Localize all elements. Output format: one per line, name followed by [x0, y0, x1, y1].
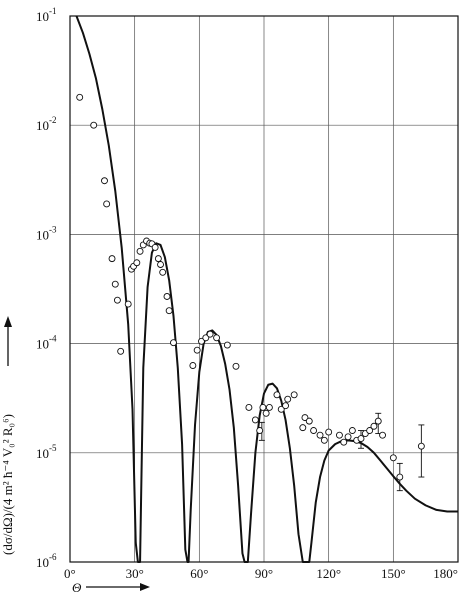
y-tick-base: 10: [36, 446, 49, 461]
data-point: [370, 422, 378, 430]
data-point: [366, 427, 374, 434]
x-tick-label: 0°: [64, 566, 76, 581]
data-point: [193, 346, 201, 354]
data-point: [251, 416, 259, 424]
y-tick-label: 10-6: [36, 552, 57, 570]
data-point: [340, 438, 348, 446]
data-point: [103, 200, 111, 208]
y-tick-base: 10: [36, 227, 49, 242]
x-axis-arrow-head: [140, 583, 150, 591]
data-point: [124, 300, 132, 308]
data-point: [90, 121, 98, 129]
x-tick-label: 150°: [381, 566, 406, 581]
data-point: [189, 362, 197, 369]
y-tick-exponent: -5: [49, 443, 57, 453]
data-point: [76, 93, 84, 101]
data-point: [108, 255, 116, 263]
y-tick-label: 10-1: [36, 6, 57, 24]
data-point: [265, 404, 273, 411]
data-point: [284, 395, 292, 403]
data-point: [389, 454, 397, 462]
data-point: [133, 259, 141, 267]
data-point: [282, 402, 290, 410]
data-point: [335, 431, 343, 439]
data-point: [310, 427, 318, 434]
data-point: [170, 339, 177, 347]
data-point: [245, 404, 253, 411]
y-tick-label: 10-5: [36, 443, 57, 461]
plot-frame: [69, 15, 459, 563]
data-point: [213, 334, 221, 342]
y-tick-base: 10: [36, 118, 49, 133]
y-tick-exponent: -2: [49, 115, 57, 125]
data-point: [232, 362, 240, 370]
y-tick-exponent: -4: [49, 334, 57, 344]
data-point: [301, 414, 309, 422]
data-point: [206, 330, 214, 338]
x-tick-label: 30°: [126, 566, 144, 581]
y-tick-labels: 10-610-510-410-310-210-1: [36, 6, 57, 570]
data-point: [290, 391, 298, 399]
data-point: [348, 427, 356, 434]
y-tick-base: 10: [36, 337, 49, 352]
x-tick-label: 120°: [316, 566, 341, 581]
y-axis-label: (dσ/dΩ)/(4 m² ħ⁻⁴ V₀² R₀⁶): [0, 316, 15, 555]
data-point: [157, 261, 164, 268]
y-tick-label: 10-4: [36, 334, 57, 352]
x-axis-label: Θ: [72, 580, 150, 593]
data-point: [154, 255, 162, 263]
y-axis-arrow-head: [4, 316, 12, 327]
y-axis-title: (dσ/dΩ)/(4 m² ħ⁻⁴ V₀² R₀⁶): [0, 414, 15, 555]
x-axis-title: Θ: [72, 580, 82, 593]
data-point: [136, 247, 144, 255]
data-point: [256, 427, 264, 434]
data-point: [113, 296, 121, 304]
data-point: [325, 428, 333, 436]
x-tick-labels: 0° 30° 60° 90° 120° 150° 180°: [64, 566, 458, 581]
data-point: [357, 435, 365, 443]
data-point: [101, 177, 108, 185]
y-tick-exponent: -3: [49, 224, 57, 234]
y-tick-label: 10-2: [36, 115, 57, 133]
x-tick-label: 60°: [190, 566, 208, 581]
data-point: [374, 417, 382, 425]
data-point: [202, 334, 210, 342]
data-point: [320, 436, 328, 444]
data-point: [165, 307, 173, 315]
data-point: [316, 431, 324, 439]
y-tick-base: 10: [36, 555, 49, 570]
y-tick-exponent: -6: [49, 552, 57, 562]
data-point: [277, 405, 285, 413]
x-tick-label: 180°: [433, 566, 458, 581]
y-tick-label: 10-3: [36, 224, 57, 242]
data-point: [223, 341, 231, 349]
data-point: [163, 293, 171, 300]
data-point: [273, 391, 281, 399]
data-point: [344, 433, 352, 441]
data-point: [259, 404, 267, 411]
data-point: [305, 417, 313, 425]
data-point: [379, 431, 387, 439]
data-point: [159, 268, 167, 276]
y-tick-exponent: -1: [49, 6, 57, 16]
data-point: [111, 280, 119, 288]
data-points-layer: [76, 93, 425, 481]
y-tick-base: 10: [36, 9, 49, 24]
data-point: [117, 347, 125, 355]
data-point: [417, 442, 425, 450]
data-point: [396, 473, 404, 481]
data-point: [151, 243, 159, 251]
x-tick-label: 90°: [255, 566, 273, 581]
data-point: [299, 424, 307, 432]
data-point: [262, 409, 270, 417]
